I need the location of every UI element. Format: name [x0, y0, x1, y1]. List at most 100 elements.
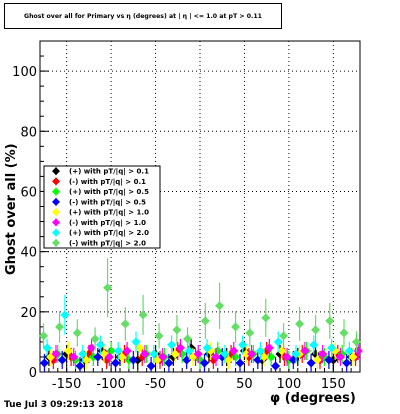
- data-point: [324, 355, 334, 365]
- legend-box: [43, 165, 161, 249]
- series-6: [42, 294, 354, 363]
- data-point: [63, 346, 73, 356]
- data-point: [175, 343, 185, 353]
- data-point: [231, 322, 241, 332]
- data-point: [277, 346, 287, 356]
- data-point: [215, 301, 225, 311]
- data-point: [103, 283, 113, 293]
- series-3: [39, 347, 352, 372]
- data-point: [261, 313, 271, 323]
- data-point: [259, 352, 269, 362]
- x-tick-label: 0: [196, 377, 204, 392]
- data-point: [51, 349, 61, 359]
- legend-label: (-) with pT/|q| > 2.0: [69, 239, 146, 248]
- chart-title: Ghost over all for Primary vs η (degrees…: [4, 3, 282, 29]
- data-point: [146, 361, 156, 371]
- legend-label: (+) with pT/|q| > 0.1: [69, 168, 149, 177]
- data-point: [75, 361, 85, 371]
- y-tick-label: 60: [20, 185, 37, 200]
- data-point: [117, 352, 127, 362]
- data-point: [120, 319, 130, 329]
- data-point: [325, 316, 335, 326]
- data-point: [135, 343, 145, 353]
- series-group: [39, 258, 363, 372]
- data-point: [138, 310, 148, 320]
- data-point: [95, 340, 105, 350]
- data-point: [295, 319, 305, 329]
- data-point: [223, 355, 233, 365]
- data-point: [81, 355, 91, 365]
- data-point: [183, 334, 193, 344]
- y-tick-label: 100: [12, 65, 37, 80]
- data-point: [318, 349, 328, 359]
- data-point: [90, 334, 100, 344]
- data-point: [247, 349, 257, 359]
- data-point: [39, 358, 49, 368]
- data-point: [122, 346, 132, 356]
- data-point: [111, 358, 121, 368]
- data-point: [93, 352, 103, 362]
- data-point: [164, 358, 174, 368]
- data-point: [42, 343, 52, 353]
- data-point: [282, 352, 292, 362]
- data-point: [311, 325, 321, 335]
- data-point: [158, 352, 168, 362]
- data-point: [69, 352, 79, 362]
- data-point: [229, 346, 239, 356]
- y-tick-label: 20: [20, 306, 37, 321]
- data-point: [72, 328, 82, 338]
- y-axis-label: Ghost over all (%): [4, 143, 19, 275]
- data-point: [255, 346, 265, 356]
- data-point: [291, 349, 301, 359]
- data-point: [279, 331, 289, 341]
- x-tick-label: -100: [96, 377, 126, 392]
- data-point: [211, 352, 221, 362]
- y-tick-label: 0: [29, 366, 37, 381]
- data-point: [140, 349, 150, 359]
- legend-label: (-) with pT/|q| > 0.5: [69, 198, 146, 207]
- data-point: [149, 349, 159, 359]
- x-tick-label: -150: [52, 377, 82, 392]
- data-point: [245, 328, 255, 338]
- data-point: [238, 340, 248, 350]
- x-tick-label: -50: [145, 377, 166, 392]
- timestamp: Tue Jul 3 09:29:13 2018: [4, 400, 124, 410]
- data-point: [335, 352, 345, 362]
- data-point: [327, 343, 337, 353]
- data-point: [200, 316, 210, 326]
- data-point: [300, 346, 310, 356]
- data-point: [39, 331, 49, 341]
- data-point: [60, 310, 70, 320]
- legend-label: (-) with pT/|q| > 1.0: [69, 219, 146, 228]
- data-point: [87, 343, 97, 353]
- grid: [40, 41, 360, 372]
- x-tick-label: 100: [276, 377, 301, 392]
- x-tick-label: 150: [321, 377, 346, 392]
- data-point: [348, 352, 358, 362]
- data-point: [342, 358, 352, 368]
- x-axis-label: φ (degrees): [270, 391, 356, 406]
- data-point: [344, 346, 354, 356]
- x-tick-label: 50: [236, 377, 253, 392]
- y-tick-label: 80: [20, 125, 37, 140]
- data-point: [170, 349, 180, 359]
- y-tick-label: 40: [20, 246, 37, 261]
- data-point: [167, 340, 177, 350]
- data-point: [312, 355, 322, 365]
- data-point: [273, 337, 283, 347]
- data-point: [306, 358, 316, 368]
- data-point: [202, 343, 212, 353]
- data-point: [193, 349, 203, 359]
- legend-label: (-) with pT/|q| > 0.1: [69, 178, 146, 187]
- data-point: [351, 337, 361, 347]
- data-point: [309, 340, 319, 350]
- data-point: [55, 322, 65, 332]
- data-point: [131, 337, 141, 347]
- data-point: [235, 358, 245, 368]
- legend: (+) with pT/|q| > 0.1(-) with pT/|q| > 0…: [43, 165, 161, 249]
- series-7: [39, 258, 361, 353]
- data-point: [264, 343, 274, 353]
- data-point: [199, 358, 209, 368]
- data-point: [220, 349, 230, 359]
